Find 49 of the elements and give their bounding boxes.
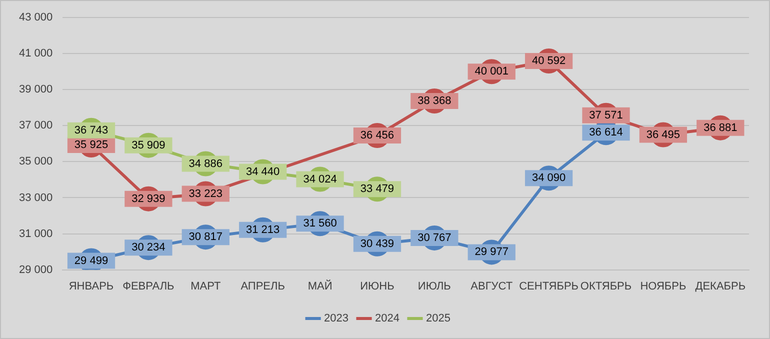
legend-label: 2024 [375,312,400,325]
data-label: 33 479 [360,183,394,196]
data-label: 34 090 [532,172,566,184]
data-label: 40 001 [474,66,508,78]
data-label: 37 571 [589,109,623,122]
x-tick-label: МАРТ [190,280,221,292]
data-label: 34 440 [246,166,280,178]
data-label: 29 977 [474,246,508,258]
legend-label: 2025 [426,312,450,325]
data-label: 31 213 [246,224,280,236]
x-tick-label: ДЕКАБРЬ [695,280,746,292]
data-label: 30 234 [132,242,166,254]
y-tick-label: 29 000 [18,264,53,276]
data-label: 36 614 [589,126,623,139]
y-tick-label: 43 000 [18,12,53,24]
x-tick-label: СЕНТЯБРЬ [519,280,579,292]
data-label: 34 024 [303,173,337,186]
x-tick-label: ИЮНЬ [360,280,394,292]
data-label: 32 939 [132,192,166,205]
data-label: 30 439 [360,238,394,250]
y-tick-label: 31 000 [18,228,53,240]
y-tick-label: 41 000 [18,48,53,60]
y-tick-label: 35 000 [18,156,53,168]
legend-label: 2023 [324,312,349,325]
data-label: 30 767 [418,232,452,244]
data-label: 38 368 [418,95,452,108]
y-tick-label: 39 000 [18,84,53,96]
data-label: 40 592 [532,55,566,68]
x-tick-label: ФЕВРАЛЬ [122,280,174,292]
data-label: 36 495 [646,128,680,141]
data-label: 36 881 [704,122,738,134]
data-label: 35 925 [74,139,108,152]
data-label: 34 886 [188,158,222,170]
x-tick-label: АПРЕЛЬ [240,280,285,292]
x-tick-label: МАЙ [308,279,332,292]
x-tick-label: НОЯБРЬ [640,280,686,292]
y-tick-label: 33 000 [18,192,53,204]
data-label: 36 456 [360,130,394,142]
data-label: 33 223 [188,188,222,200]
x-tick-label: АВГУСТ [470,280,513,292]
y-tick-label: 37 000 [18,120,53,132]
x-tick-label: ИЮЛЬ [418,280,451,292]
data-label: 31 560 [303,218,337,230]
x-tick-label: ЯНВАРЬ [68,280,114,292]
data-label: 35 909 [132,139,166,152]
data-label: 36 743 [74,124,108,136]
x-tick-label: ОКТЯБРЬ [580,280,632,292]
data-label: 30 817 [188,231,222,244]
data-label: 29 499 [74,254,108,267]
